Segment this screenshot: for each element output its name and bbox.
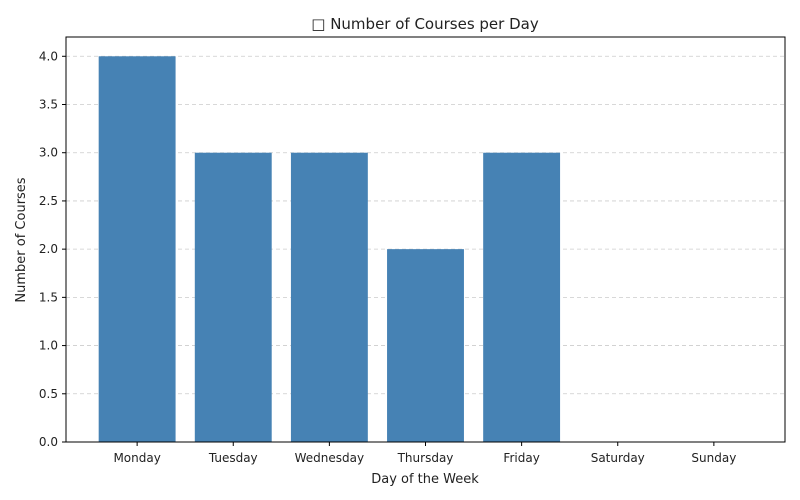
bar-tuesday [194,152,272,442]
x-tick-label: Saturday [591,451,645,465]
bar-wednesday [290,152,368,442]
y-tick-label: 0.0 [39,435,58,449]
y-tick-label: 1.0 [39,339,58,353]
bars [98,56,561,443]
bar-friday [483,152,561,442]
x-axis-ticks: Monday Tuesday Wednesday Thursday Friday Satu… [113,442,736,465]
x-tick-label: Thursday [397,451,454,465]
y-axis-ticks: 0.0 0.5 1.0 1.5 2.0 2.5 3.0 3.5 4.0 [39,49,66,449]
bar-monday [98,56,176,443]
y-tick-label: 0.5 [39,387,58,401]
y-tick-label: 4.0 [39,49,58,63]
x-tick-label: Sunday [691,451,736,465]
y-tick-label: 3.5 [39,98,58,112]
y-tick-label: 3.0 [39,146,58,160]
x-tick-label: Wednesday [295,451,364,465]
chart-title: □ Number of Courses per Day [311,15,539,33]
x-tick-label: Friday [503,451,539,465]
y-axis-title: Number of Courses [14,177,29,302]
x-axis-title: Day of the Week [371,472,479,487]
y-tick-label: 2.5 [39,194,58,208]
x-tick-label: Tuesday [208,451,258,465]
x-tick-label: Monday [113,451,160,465]
y-tick-label: 1.5 [39,290,58,304]
y-tick-label: 2.0 [39,242,58,256]
bar-thursday [387,249,464,442]
